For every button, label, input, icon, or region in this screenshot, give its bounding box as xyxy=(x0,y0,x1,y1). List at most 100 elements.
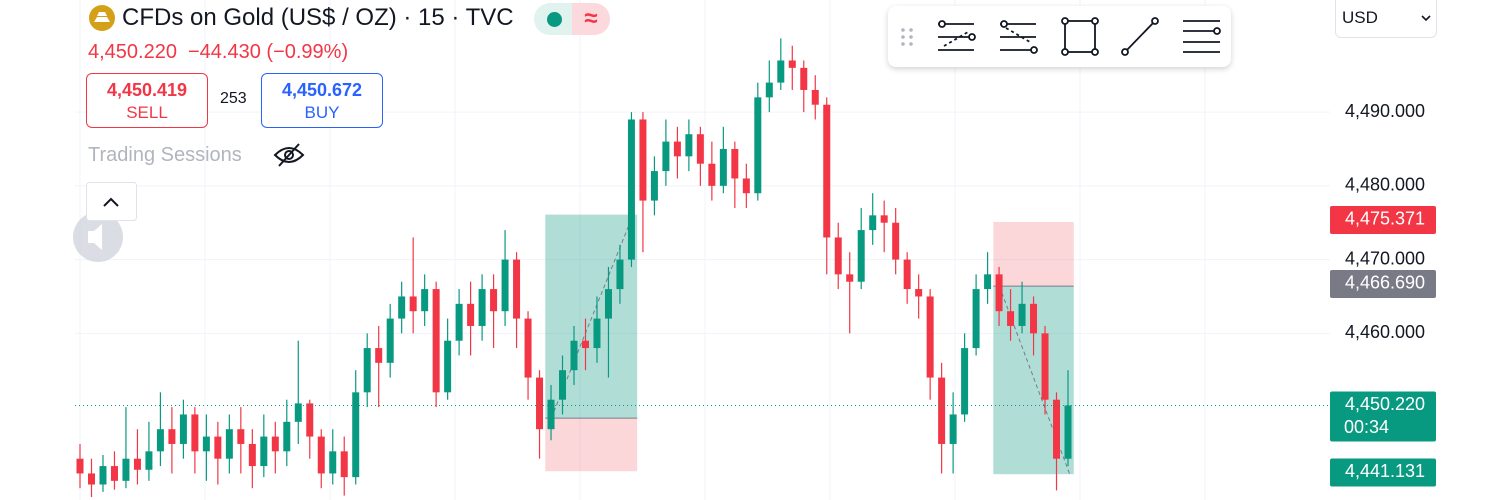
candle-body xyxy=(524,318,532,378)
position-tools xyxy=(545,214,1074,475)
spread: 253 xyxy=(220,90,247,107)
candle-body xyxy=(823,104,831,238)
buy-price: 4,450.672 xyxy=(281,80,363,100)
candle-body xyxy=(1007,311,1015,326)
candles xyxy=(75,38,1330,498)
candle-body xyxy=(765,82,773,98)
candle-body xyxy=(306,403,314,437)
candle-body xyxy=(926,296,934,378)
candle-body xyxy=(294,403,302,422)
long-position-tool[interactable] xyxy=(938,20,976,51)
rectangle-tool[interactable] xyxy=(1061,17,1099,56)
candle-body xyxy=(237,429,245,444)
candle-body xyxy=(536,377,544,430)
price-axis: 4,460.000 4,470.000 4,480.000 4,490.000 4,47… xyxy=(1330,101,1436,487)
candle-body xyxy=(834,237,842,275)
price-change: −44.430 (−0.99%) xyxy=(188,41,349,63)
candle-body xyxy=(225,429,233,459)
candle-body xyxy=(846,274,854,282)
status-badge[interactable]: ≈ xyxy=(534,3,610,35)
candle-body xyxy=(616,259,624,290)
badge-glyph: ≈ xyxy=(572,3,610,35)
candle-body xyxy=(731,148,739,179)
price-label: 4,450.220 xyxy=(1345,394,1425,414)
candle-body xyxy=(467,303,475,326)
candle-body xyxy=(708,163,716,186)
candle-body xyxy=(122,458,130,481)
candle-body xyxy=(673,141,681,157)
candle-body xyxy=(191,414,199,452)
candle-body xyxy=(811,89,819,105)
countdown-label: 00:34 xyxy=(1344,417,1389,437)
stop-zone xyxy=(993,221,1074,287)
last-price: 4,450.220 xyxy=(88,41,177,63)
price-label-box xyxy=(1330,269,1436,298)
candle-body xyxy=(329,451,337,474)
chevron-up xyxy=(103,197,119,207)
candle-body xyxy=(248,443,256,467)
candle-body xyxy=(340,451,348,478)
candle-body xyxy=(1053,399,1061,459)
candle-body xyxy=(179,414,187,444)
candle-body xyxy=(99,466,107,485)
short-position-tool[interactable] xyxy=(1000,20,1038,54)
candle-body xyxy=(754,97,762,194)
candle-body xyxy=(857,230,865,282)
toolbar-icons xyxy=(901,17,1221,56)
sell-label: SELL xyxy=(126,103,168,122)
trend-line-tool[interactable] xyxy=(1121,17,1159,56)
price-label-box xyxy=(1330,205,1436,234)
candle-body xyxy=(444,340,452,393)
candle-body xyxy=(375,348,383,363)
candle-body xyxy=(283,421,291,452)
buy-label: BUY xyxy=(304,103,340,122)
sound-icon xyxy=(88,224,102,250)
y-tick-label: 4,480.000 xyxy=(1345,175,1425,195)
candle-body xyxy=(260,436,268,467)
candle-body xyxy=(513,259,521,319)
currency-select[interactable]: USD xyxy=(1335,0,1437,38)
candle-body xyxy=(650,171,658,201)
fib-tool[interactable] xyxy=(1183,20,1221,53)
price-label-box xyxy=(1330,458,1436,487)
y-tick-label: 4,490.000 xyxy=(1345,101,1425,121)
candle-body xyxy=(777,60,785,83)
symbol-title[interactable]: CFDs on Gold (US$ / OZ) · 15 · TVC xyxy=(122,4,514,31)
candle-body xyxy=(1018,303,1026,326)
candle-body xyxy=(972,289,980,349)
position-path xyxy=(998,285,1071,475)
candle-body xyxy=(662,141,670,172)
y-tick-label: 4,470.000 xyxy=(1345,248,1425,268)
candle-body xyxy=(409,296,417,312)
candle-body xyxy=(1064,405,1072,459)
candle-body xyxy=(903,259,911,290)
candle-body xyxy=(800,67,808,90)
candle-body xyxy=(271,436,279,452)
candle-body xyxy=(604,289,612,319)
candle-body xyxy=(76,458,84,474)
buy-button[interactable]: 4,450.672 BUY xyxy=(261,73,383,128)
candle-body xyxy=(398,296,406,319)
candle-body xyxy=(938,377,946,444)
price-label-box xyxy=(1330,391,1436,442)
drawing-toolbar xyxy=(888,6,1231,67)
candle-body xyxy=(87,473,95,485)
candle-body xyxy=(719,148,727,186)
candle-body xyxy=(455,303,463,341)
candle-body xyxy=(478,289,486,326)
candle-body xyxy=(501,259,509,312)
collapse-button[interactable] xyxy=(86,182,137,221)
candle-body xyxy=(961,348,969,415)
candle-body xyxy=(639,119,647,201)
eye-off-icon[interactable] xyxy=(273,143,305,167)
candle-body xyxy=(570,340,578,371)
candle-body xyxy=(432,289,440,393)
trading-sessions[interactable]: Trading Sessions xyxy=(88,144,242,166)
candle-body xyxy=(1041,333,1049,400)
candle-body xyxy=(547,399,555,430)
candle-body xyxy=(421,289,429,312)
candle-body xyxy=(156,429,164,452)
drag-handle[interactable] xyxy=(901,28,913,46)
sell-button[interactable]: 4,450.419 SELL xyxy=(86,73,208,128)
